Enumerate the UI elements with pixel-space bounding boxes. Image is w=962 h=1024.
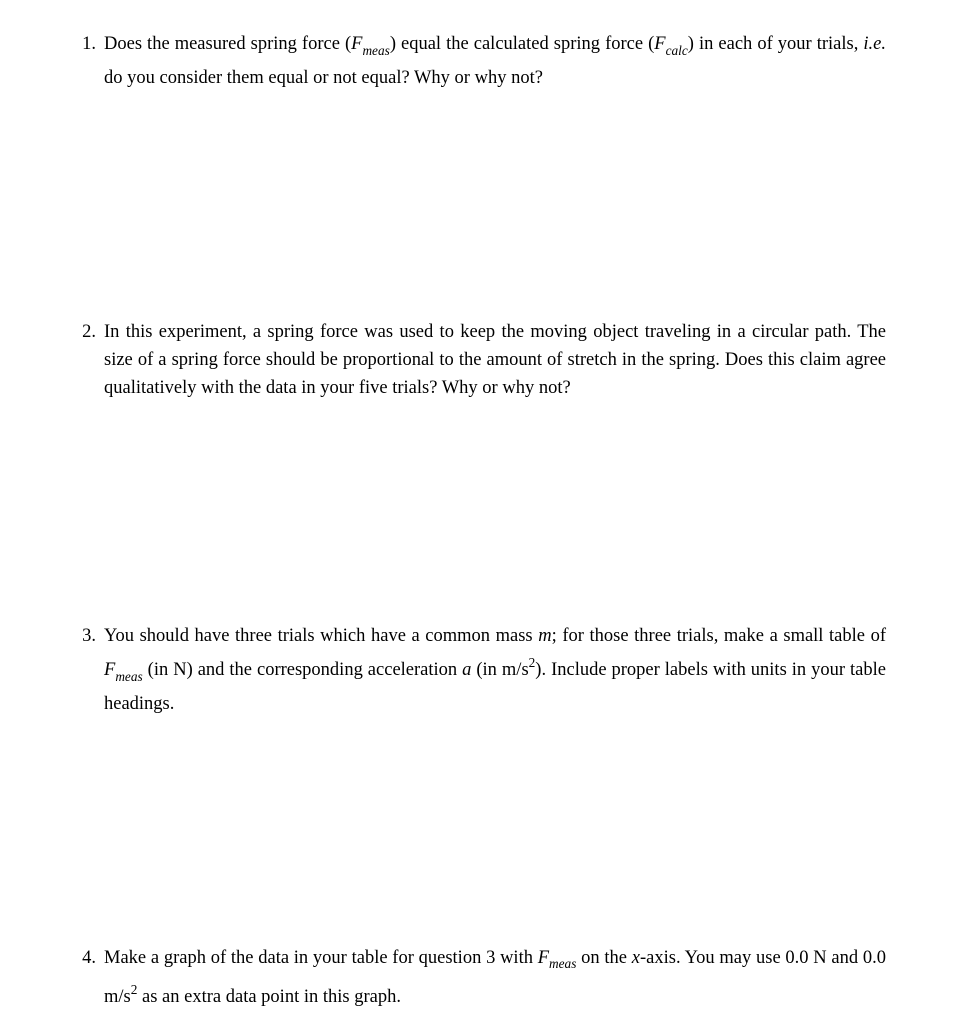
question-number: 4.: [76, 944, 104, 972]
text-segment: (in N) and the corresponding acceleratio…: [143, 660, 462, 680]
question-2: 2. In this experiment, a spring force wa…: [76, 318, 886, 402]
var-m: m: [538, 626, 551, 646]
question-list: 1. Does the measured spring force (Fmeas…: [76, 30, 886, 1011]
var-F: F: [654, 34, 665, 54]
text-segment: as an extra data point in this graph.: [137, 987, 401, 1007]
text-segment: ) equal the calculated spring force (: [390, 34, 654, 54]
text-segment: Make a graph of the data in your table f…: [104, 948, 538, 968]
text-segment: ) in each of your trials,: [688, 34, 864, 54]
text-segment: Does the measured spring force (: [104, 34, 351, 54]
question-text: You should have three trials which have …: [104, 622, 886, 718]
text-segment: You should have three trials which have …: [104, 626, 538, 646]
question-3: 3. You should have three trials which ha…: [76, 622, 886, 718]
question-1: 1. Does the measured spring force (Fmeas…: [76, 30, 886, 92]
question-4: 4. Make a graph of the data in your tabl…: [76, 944, 886, 1012]
sub-calc: calc: [666, 43, 688, 58]
question-text: Make a graph of the data in your table f…: [104, 944, 886, 1012]
sup-2: 2: [131, 982, 138, 997]
sub-meas: meas: [115, 669, 142, 684]
text-segment: do you consider them equal or not equal?…: [104, 68, 543, 88]
var-x: x: [632, 948, 640, 968]
var-F: F: [351, 34, 362, 54]
sub-meas: meas: [549, 956, 576, 971]
text-segment: on the: [576, 948, 631, 968]
ie-label: i.e.: [863, 34, 886, 54]
text-segment: (in m/s: [471, 660, 528, 680]
var-F: F: [104, 660, 115, 680]
question-number: 1.: [76, 30, 104, 58]
sup-2: 2: [529, 655, 536, 670]
question-number: 3.: [76, 622, 104, 650]
sub-meas: meas: [362, 43, 389, 58]
question-number: 2.: [76, 318, 104, 346]
question-text: Does the measured spring force (Fmeas) e…: [104, 30, 886, 92]
var-F: F: [538, 948, 549, 968]
text-segment: ; for those three trials, make a small t…: [552, 626, 886, 646]
var-a: a: [462, 660, 471, 680]
question-text: In this experiment, a spring force was u…: [104, 318, 886, 402]
